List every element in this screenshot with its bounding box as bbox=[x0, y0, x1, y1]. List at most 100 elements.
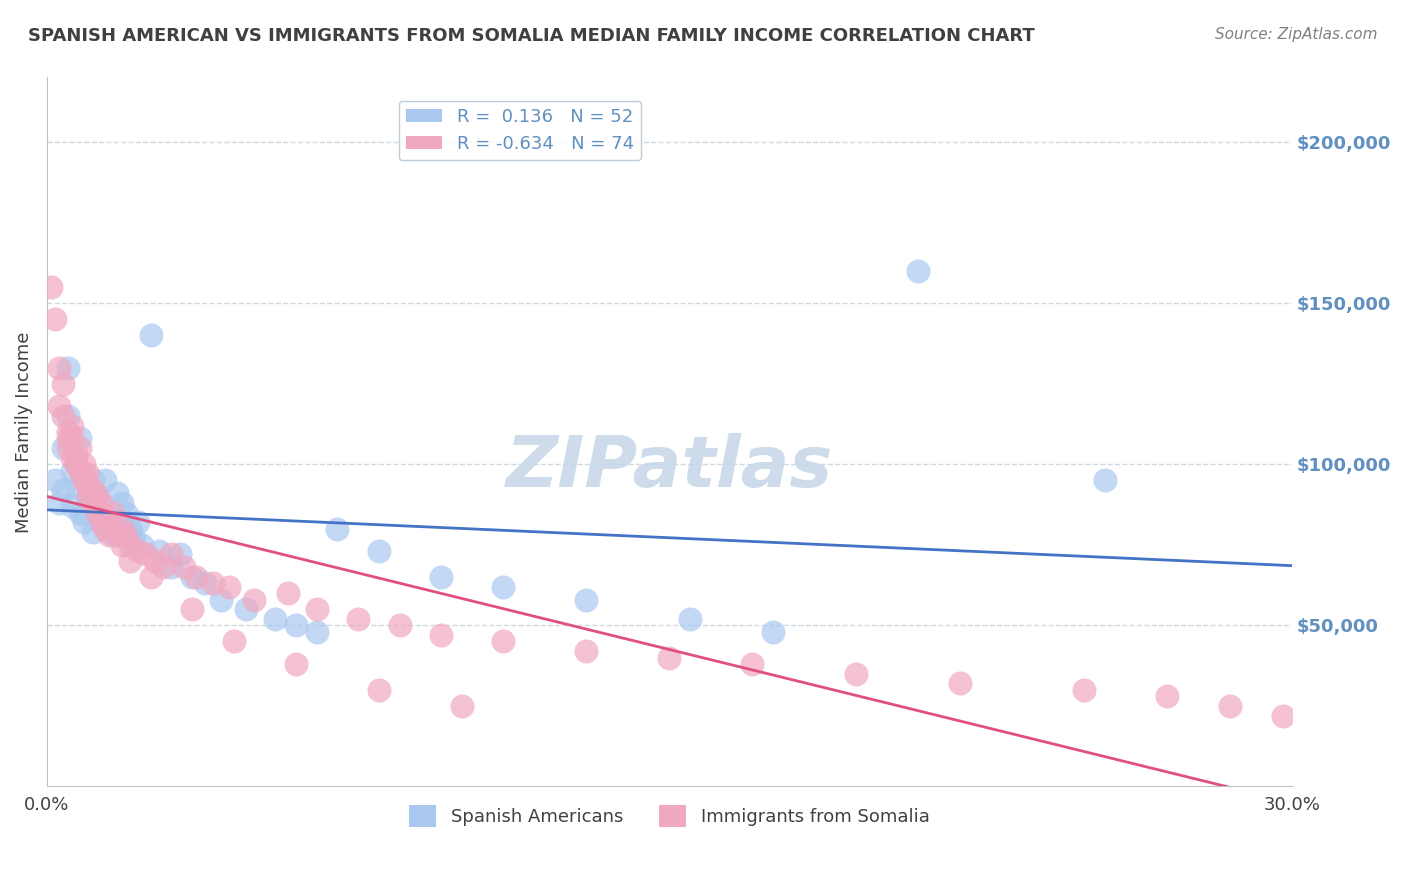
Y-axis label: Median Family Income: Median Family Income bbox=[15, 331, 32, 533]
Spanish Americans bbox=[86, 502, 108, 516]
Spanish Americans bbox=[65, 480, 87, 494]
Immigrants from Somalia bbox=[98, 515, 121, 529]
Spanish Americans bbox=[122, 531, 145, 545]
Immigrants from Somalia bbox=[82, 496, 104, 510]
Immigrants from Somalia bbox=[94, 522, 117, 536]
Immigrants from Somalia bbox=[86, 499, 108, 513]
Spanish Americans bbox=[44, 473, 66, 487]
Immigrants from Somalia bbox=[575, 644, 598, 658]
Spanish Americans bbox=[90, 506, 112, 520]
Immigrants from Somalia bbox=[218, 580, 240, 594]
Spanish Americans bbox=[60, 499, 83, 513]
Spanish Americans bbox=[762, 624, 785, 639]
Spanish Americans bbox=[492, 580, 515, 594]
Immigrants from Somalia bbox=[741, 657, 763, 671]
Spanish Americans bbox=[326, 522, 349, 536]
Immigrants from Somalia bbox=[1156, 690, 1178, 704]
Immigrants from Somalia bbox=[56, 425, 79, 439]
Immigrants from Somalia bbox=[107, 528, 129, 542]
Immigrants from Somalia bbox=[56, 431, 79, 445]
Spanish Americans bbox=[194, 576, 217, 591]
Immigrants from Somalia bbox=[90, 496, 112, 510]
Spanish Americans bbox=[82, 524, 104, 539]
Spanish Americans bbox=[114, 506, 136, 520]
Immigrants from Somalia bbox=[1073, 682, 1095, 697]
Immigrants from Somalia bbox=[492, 634, 515, 648]
Spanish Americans bbox=[181, 570, 204, 584]
Immigrants from Somalia bbox=[1272, 708, 1295, 723]
Immigrants from Somalia bbox=[305, 602, 328, 616]
Immigrants from Somalia bbox=[186, 570, 208, 584]
Spanish Americans bbox=[430, 570, 453, 584]
Spanish Americans bbox=[169, 548, 191, 562]
Spanish Americans bbox=[264, 612, 287, 626]
Spanish Americans bbox=[907, 264, 929, 278]
Spanish Americans bbox=[73, 515, 96, 529]
Immigrants from Somalia bbox=[60, 418, 83, 433]
Spanish Americans bbox=[118, 522, 141, 536]
Immigrants from Somalia bbox=[201, 576, 224, 591]
Immigrants from Somalia bbox=[110, 522, 132, 536]
Text: SPANISH AMERICAN VS IMMIGRANTS FROM SOMALIA MEDIAN FAMILY INCOME CORRELATION CHA: SPANISH AMERICAN VS IMMIGRANTS FROM SOMA… bbox=[28, 27, 1035, 45]
Spanish Americans bbox=[110, 496, 132, 510]
Spanish Americans bbox=[305, 624, 328, 639]
Spanish Americans bbox=[575, 592, 598, 607]
Spanish Americans bbox=[367, 544, 389, 558]
Immigrants from Somalia bbox=[77, 467, 100, 481]
Immigrants from Somalia bbox=[181, 602, 204, 616]
Immigrants from Somalia bbox=[77, 490, 100, 504]
Spanish Americans bbox=[86, 490, 108, 504]
Immigrants from Somalia bbox=[82, 496, 104, 510]
Immigrants from Somalia bbox=[658, 650, 681, 665]
Spanish Americans bbox=[148, 544, 170, 558]
Immigrants from Somalia bbox=[90, 515, 112, 529]
Spanish Americans bbox=[160, 560, 183, 574]
Immigrants from Somalia bbox=[222, 634, 245, 648]
Immigrants from Somalia bbox=[388, 618, 411, 632]
Immigrants from Somalia bbox=[103, 506, 125, 520]
Immigrants from Somalia bbox=[48, 360, 70, 375]
Text: Source: ZipAtlas.com: Source: ZipAtlas.com bbox=[1215, 27, 1378, 42]
Immigrants from Somalia bbox=[82, 483, 104, 497]
Spanish Americans bbox=[90, 515, 112, 529]
Spanish Americans bbox=[60, 464, 83, 478]
Immigrants from Somalia bbox=[86, 490, 108, 504]
Immigrants from Somalia bbox=[69, 464, 91, 478]
Spanish Americans bbox=[77, 496, 100, 510]
Immigrants from Somalia bbox=[845, 666, 868, 681]
Spanish Americans bbox=[56, 360, 79, 375]
Immigrants from Somalia bbox=[48, 399, 70, 413]
Immigrants from Somalia bbox=[44, 312, 66, 326]
Spanish Americans bbox=[107, 486, 129, 500]
Immigrants from Somalia bbox=[60, 431, 83, 445]
Immigrants from Somalia bbox=[143, 554, 166, 568]
Immigrants from Somalia bbox=[277, 586, 299, 600]
Immigrants from Somalia bbox=[367, 682, 389, 697]
Spanish Americans bbox=[98, 512, 121, 526]
Spanish Americans bbox=[679, 612, 702, 626]
Spanish Americans bbox=[52, 441, 75, 455]
Immigrants from Somalia bbox=[110, 538, 132, 552]
Immigrants from Somalia bbox=[77, 480, 100, 494]
Spanish Americans bbox=[209, 592, 232, 607]
Immigrants from Somalia bbox=[1218, 698, 1240, 713]
Immigrants from Somalia bbox=[98, 528, 121, 542]
Spanish Americans bbox=[52, 483, 75, 497]
Spanish Americans bbox=[235, 602, 257, 616]
Immigrants from Somalia bbox=[160, 548, 183, 562]
Spanish Americans bbox=[127, 515, 149, 529]
Immigrants from Somalia bbox=[118, 554, 141, 568]
Spanish Americans bbox=[48, 496, 70, 510]
Immigrants from Somalia bbox=[86, 506, 108, 520]
Spanish Americans bbox=[73, 467, 96, 481]
Spanish Americans bbox=[131, 538, 153, 552]
Spanish Americans bbox=[65, 457, 87, 471]
Spanish Americans bbox=[284, 618, 307, 632]
Immigrants from Somalia bbox=[243, 592, 266, 607]
Immigrants from Somalia bbox=[284, 657, 307, 671]
Immigrants from Somalia bbox=[39, 280, 62, 294]
Immigrants from Somalia bbox=[173, 560, 195, 574]
Immigrants from Somalia bbox=[94, 512, 117, 526]
Immigrants from Somalia bbox=[949, 676, 972, 690]
Immigrants from Somalia bbox=[430, 628, 453, 642]
